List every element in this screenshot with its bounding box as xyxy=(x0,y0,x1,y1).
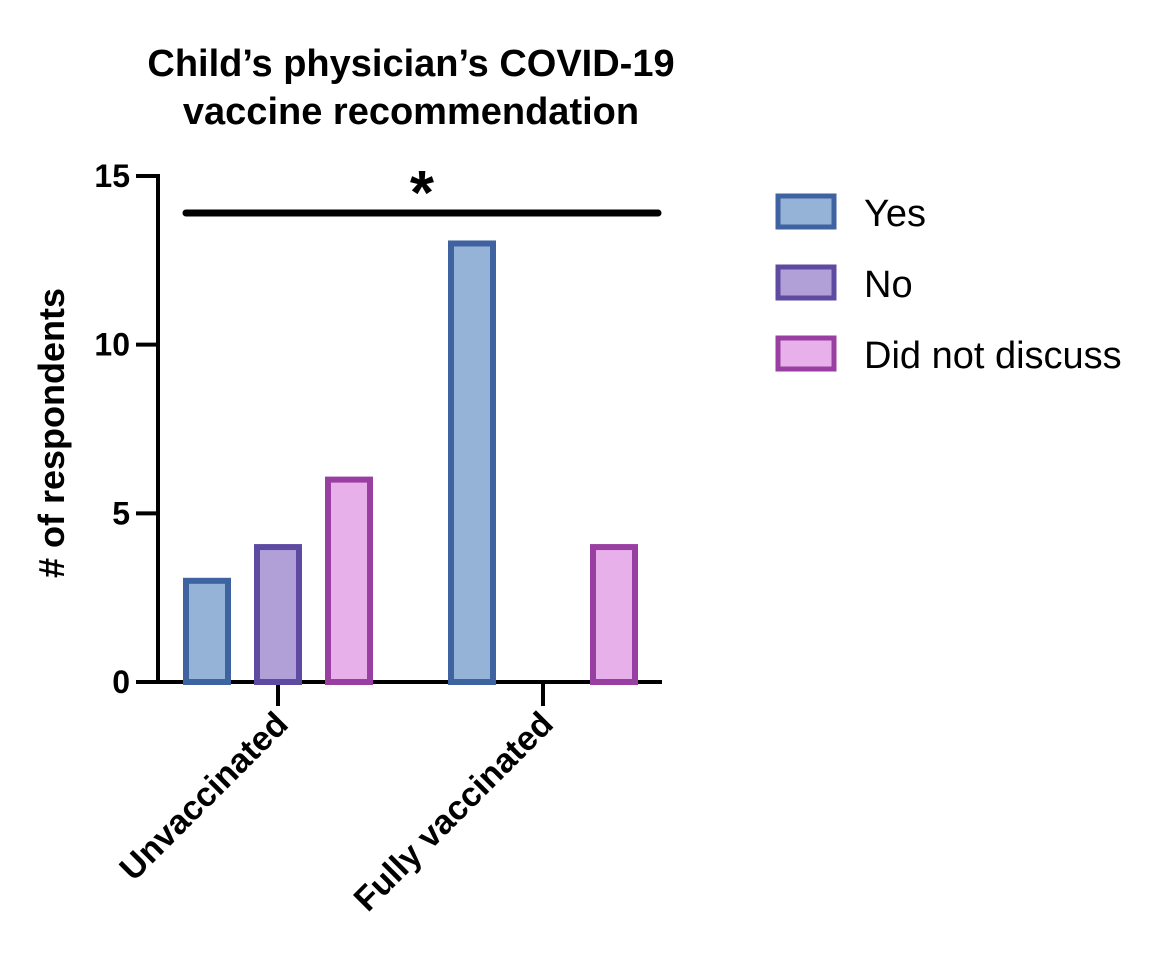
y-axis-ticks: 0 5 10 15 xyxy=(94,158,158,700)
bar xyxy=(325,476,373,685)
y-tick-label: 15 xyxy=(94,158,130,194)
legend-swatch xyxy=(775,264,837,301)
y-axis-label: # of respondents xyxy=(31,288,72,578)
legend-swatch xyxy=(775,335,837,372)
y-tick-label: 10 xyxy=(94,327,130,363)
y-tick-label: 0 xyxy=(112,664,130,700)
chart-title-line-1: Child’s physician’s COVID-19 xyxy=(147,43,674,85)
legend-swatch xyxy=(775,193,837,230)
x-category-label: Unvaccinated xyxy=(112,705,295,888)
bar xyxy=(590,544,638,685)
bar xyxy=(183,577,231,685)
chart-title-line-2: vaccine recommendation xyxy=(183,91,639,133)
legend-label: Yes xyxy=(864,193,926,235)
legend-label: No xyxy=(864,264,913,306)
significance-marker: * xyxy=(410,159,435,228)
legend: Yes No Did not discuss xyxy=(775,193,1122,377)
bar xyxy=(448,240,496,685)
x-axis-ticks: Unvaccinated Fully vaccinated xyxy=(112,682,561,919)
significance-annotation: * xyxy=(182,159,662,228)
bars xyxy=(183,240,638,685)
axes xyxy=(156,174,662,684)
legend-label: Did not discuss xyxy=(864,335,1122,377)
y-tick-label: 5 xyxy=(112,495,130,531)
x-category-label: Fully vaccinated xyxy=(347,705,561,919)
bar xyxy=(254,544,302,685)
